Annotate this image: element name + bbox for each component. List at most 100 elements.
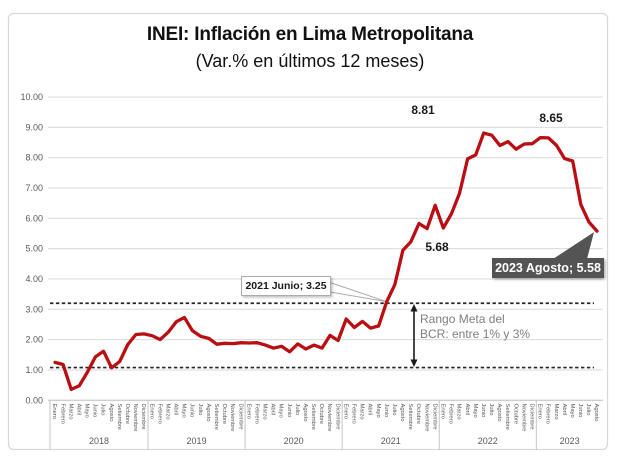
x-tick-label: Febrero xyxy=(351,404,357,424)
x-tick-label: Julio xyxy=(585,404,591,416)
x-tick-label: Julio xyxy=(488,404,494,416)
x-tick-label: Agosto xyxy=(593,404,599,422)
y-tick-label: 3.00 xyxy=(25,304,43,314)
x-tick-label: Julio xyxy=(294,404,300,416)
x-tick-label: Enero xyxy=(342,404,348,419)
x-tick-label: Octubre xyxy=(221,404,227,425)
arrow-head-down xyxy=(410,359,418,367)
x-tick-label: Julio xyxy=(391,404,397,416)
x-tick-label: Junio xyxy=(92,404,98,418)
x-tick-label: Febrero xyxy=(253,404,259,424)
chart-title: INEI: Inflación en Lima Metropolitana xyxy=(146,24,474,45)
x-tick-label: Marzo xyxy=(262,404,268,420)
x-tick-label: Noviembre xyxy=(520,404,526,432)
x-tick-label: Febrero xyxy=(156,404,162,424)
x-tick-label: Mayo xyxy=(181,404,187,418)
x-tick-label: Mayo xyxy=(569,404,575,418)
y-tick-label: 8.00 xyxy=(25,153,43,163)
y-tick-label: 2.00 xyxy=(25,335,43,345)
x-tick-label: Diciembre xyxy=(528,404,534,430)
x-tick-label: Abril xyxy=(270,404,276,416)
x-tick-label: Junio xyxy=(189,404,195,418)
x-tick-label: Junio xyxy=(383,404,389,418)
x-tick-label: Enero xyxy=(439,404,445,419)
x-tick-label: Febrero xyxy=(545,404,551,424)
year-label: 2020 xyxy=(284,436,304,446)
x-tick-label: Noviembre xyxy=(423,404,429,432)
chart-subtitle: (Var.% en últimos 12 meses) xyxy=(195,51,425,71)
x-tick-label: Setiembre xyxy=(407,404,413,430)
x-tick-label: Agosto xyxy=(302,404,308,422)
year-label: 2022 xyxy=(478,436,498,446)
annotation-jan-2022: 5.68 xyxy=(425,240,449,254)
y-tick-label: 7.00 xyxy=(25,183,43,193)
x-tick-label: Febrero xyxy=(448,404,454,424)
x-tick-label: Marzo xyxy=(67,404,73,420)
x-tick-label: Octubre xyxy=(124,404,130,425)
x-tick-label: Noviembre xyxy=(326,404,332,432)
x-tick-label: Noviembre xyxy=(132,404,138,432)
year-label: 2021 xyxy=(381,436,401,446)
x-tick-label: Setiembre xyxy=(116,404,122,430)
x-tick-label: Abril xyxy=(367,404,373,416)
x-tick-label: Abril xyxy=(561,404,567,416)
x-tick-label: Octubre xyxy=(512,404,518,425)
x-tick-label: Setiembre xyxy=(504,404,510,430)
x-tick-label: Julio xyxy=(100,404,106,416)
x-tick-label: Noviembre xyxy=(229,404,235,432)
x-tick-label: Agosto xyxy=(399,404,405,422)
x-tick-label: Octubre xyxy=(415,404,421,425)
year-label: 2018 xyxy=(89,436,109,446)
x-tick-label: Enero xyxy=(148,404,154,419)
y-tick-label: 5.00 xyxy=(25,244,43,254)
annotation-jun-2022-peak: 8.81 xyxy=(411,103,435,117)
annotation-feb-2023-peak: 8.65 xyxy=(539,111,563,125)
y-tick-label: 4.00 xyxy=(25,274,43,284)
x-tick-label: Junio xyxy=(480,404,486,418)
y-tick-label: 1.00 xyxy=(25,365,43,375)
x-tick-label: Enero xyxy=(51,404,57,419)
target-range-label-line1: Rango Meta del xyxy=(420,312,505,326)
x-tick-label: Marzo xyxy=(553,404,559,420)
x-tick-label: Junio xyxy=(286,404,292,418)
arrow-head-up xyxy=(410,304,418,312)
x-tick-label: Setiembre xyxy=(213,404,219,430)
x-tick-label: Abril xyxy=(75,404,81,416)
x-tick-label: Setiembre xyxy=(310,404,316,430)
x-tick-label: Diciembre xyxy=(140,404,146,430)
y-tick-label: 6.00 xyxy=(25,213,43,223)
year-label: 2019 xyxy=(187,436,207,446)
chart-frame xyxy=(7,12,609,451)
x-tick-label: Agosto xyxy=(108,404,114,422)
x-tick-label: Enero xyxy=(537,404,543,419)
callout-2021-junio: 2021 Junio; 3.25 xyxy=(241,276,331,296)
x-tick-label: Marzo xyxy=(359,404,365,420)
target-range-label-line2: BCR: entre 1% y 3% xyxy=(420,327,531,341)
series-line xyxy=(53,131,599,392)
x-tick-label: Diciembre xyxy=(431,404,437,430)
x-tick-label: Marzo xyxy=(456,404,462,420)
year-label: 2023 xyxy=(560,436,580,446)
x-tick-label: Mayo xyxy=(472,404,478,418)
x-tick-label: Febrero xyxy=(59,404,65,424)
x-tick-label: Marzo xyxy=(164,404,170,420)
x-tick-label: Diciembre xyxy=(237,404,243,430)
callout-2023-agosto: 2023 Agosto; 5.58 xyxy=(492,258,604,278)
y-tick-label: 0.00 xyxy=(25,395,43,405)
callout-2023-pointer xyxy=(553,232,594,259)
x-tick-label: Octubre xyxy=(318,404,324,425)
x-tick-label: Junio xyxy=(577,404,583,418)
x-tick-label: Julio xyxy=(197,404,203,416)
target-range-label: Rango Meta del BCR: entre 1% y 3% xyxy=(420,312,530,342)
x-tick-label: Agosto xyxy=(496,404,502,422)
y-tick-label: 9.00 xyxy=(25,122,43,132)
x-tick-label: Abril xyxy=(464,404,470,416)
x-tick-label: Abril xyxy=(173,404,179,416)
x-tick-label: Enero xyxy=(245,404,251,419)
callout-2021-pointer xyxy=(326,280,387,303)
x-tick-label: Mayo xyxy=(375,404,381,418)
y-tick-label: 10.00 xyxy=(20,92,43,102)
x-tick-label: Mayo xyxy=(84,404,90,418)
